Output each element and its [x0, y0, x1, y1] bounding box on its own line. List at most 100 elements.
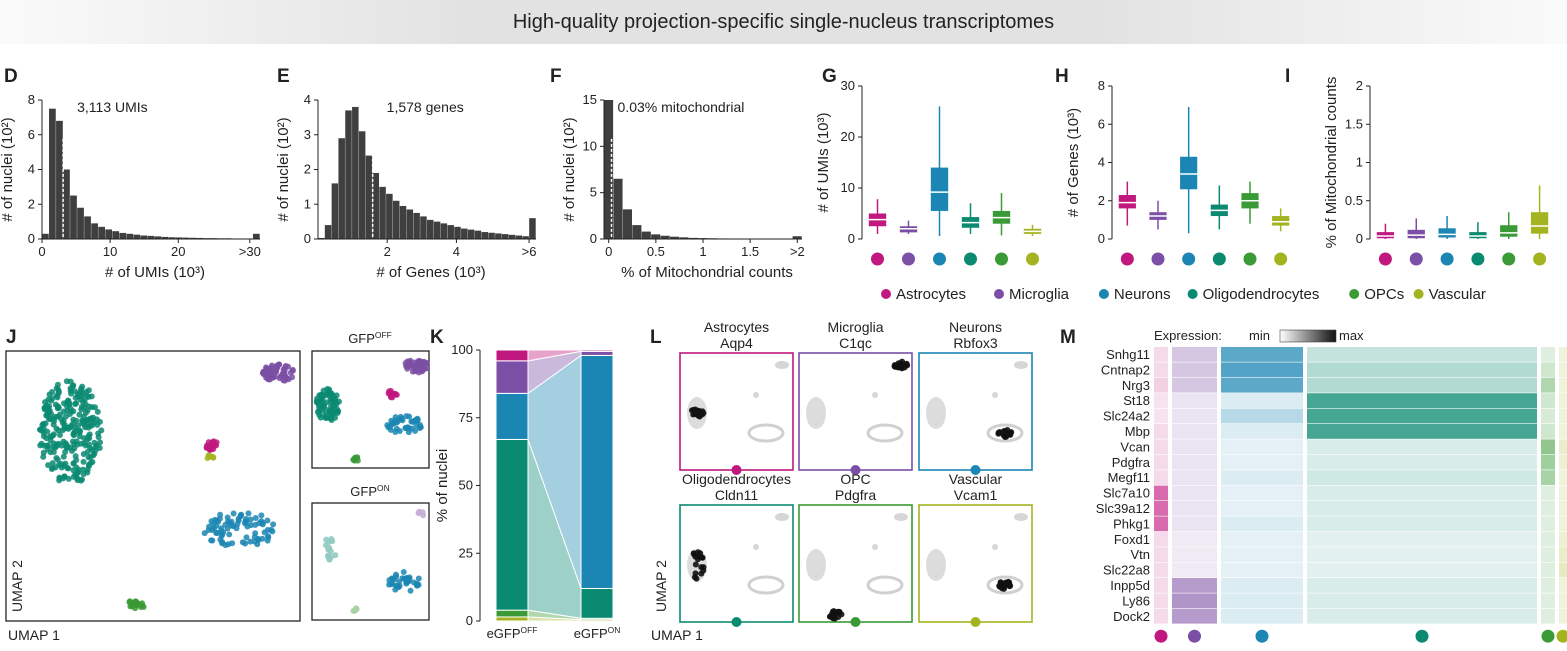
umap-point [226, 531, 233, 538]
stacked-bar-oligodendrocytes [580, 587, 614, 619]
heatmap-gene-label: Slc24a2 [1103, 409, 1150, 424]
box-vascular [1272, 216, 1290, 226]
heatmap-column-dot [1541, 629, 1555, 643]
heatmap-column-dot [1188, 629, 1201, 643]
heatmap-cell [1221, 578, 1303, 593]
hist-bar [182, 237, 190, 239]
hist-bar [792, 236, 802, 239]
heatmap-gene-label: Mbp [1125, 424, 1150, 439]
class-dot-vascular [1533, 252, 1547, 266]
box-vascular [1530, 212, 1549, 234]
hist-bar [105, 229, 113, 239]
umap-point [404, 578, 411, 585]
hist-bar [651, 234, 661, 239]
hist-bar [358, 131, 366, 239]
marker-tile-gene: Aqp4 [720, 335, 753, 351]
umap-silhouette [747, 575, 785, 595]
category-label: eGFPON [574, 625, 621, 641]
heatmap-cell [1307, 608, 1537, 624]
heatmap-cell [1307, 362, 1537, 378]
marker-tile-dot [731, 617, 742, 627]
umap-point [211, 442, 218, 449]
hist-bar [372, 172, 380, 239]
umap-point [206, 445, 213, 452]
heatmap-gene-label: Dock2 [1113, 609, 1150, 624]
heatmap-cell [1154, 608, 1168, 624]
y-tick-label: 1 [304, 196, 311, 211]
hist-bar [622, 209, 632, 239]
umap-point [211, 516, 218, 523]
heatmap-cell [1307, 485, 1537, 501]
hist-bar [481, 232, 489, 239]
legend-dot-neurons [1098, 289, 1109, 299]
marker-y-label: UMAP 2 [653, 560, 669, 612]
legend-dot-opcs [1349, 289, 1360, 299]
hist-bar [454, 226, 461, 239]
umap-point [87, 445, 94, 452]
umap-point [411, 359, 418, 366]
umap-point [85, 454, 92, 461]
x-tick-label: 0.5 [647, 244, 665, 259]
hist-bar [501, 234, 509, 239]
heatmap-cell [1541, 516, 1555, 532]
box-neurons [1438, 228, 1456, 238]
x-tick-label: >30 [239, 244, 261, 259]
heatmap-column-dot [1154, 629, 1168, 643]
y-tick-label: 0 [304, 231, 311, 246]
umap-main [5, 350, 301, 622]
umap-silhouette [775, 513, 789, 521]
heatmap-cell [1541, 362, 1555, 378]
umap-point [277, 373, 284, 380]
heatmap-cell [1172, 424, 1217, 439]
umap-point [65, 397, 72, 404]
umap-point [134, 600, 141, 607]
umap-point [45, 415, 52, 422]
umap-point [40, 449, 47, 456]
umap-point [85, 424, 92, 431]
umap-point [72, 400, 79, 407]
umap-point [69, 438, 76, 445]
umap-silhouette [747, 423, 785, 443]
heatmap-cell [1154, 531, 1168, 547]
umap-point [72, 394, 79, 401]
hist-bar [49, 108, 56, 239]
umap-point [88, 393, 95, 400]
title-banner: High-quality projection-specific single-… [0, 0, 1567, 44]
umap-point [55, 404, 62, 411]
umap-point [57, 431, 64, 438]
heatmap-gene-label: Vcan [1120, 439, 1150, 454]
heatmap-cell [1154, 347, 1168, 362]
umap-point [213, 522, 220, 529]
umap-point [385, 390, 392, 397]
umap-point [419, 509, 426, 516]
heatmap-legend-bar [1279, 329, 1337, 343]
stacked-bar-oligodendrocytes [495, 438, 529, 611]
stacked-bar-astrocytes [495, 349, 529, 362]
heatmap-cell [1172, 439, 1217, 455]
umap-point [71, 445, 78, 452]
umap-point [280, 366, 287, 373]
umap-y-label: UMAP 2 [9, 560, 25, 612]
umap-point [49, 460, 56, 467]
hist-bar [461, 228, 468, 239]
umap-silhouette [806, 397, 826, 429]
umap-silhouette [986, 575, 1024, 595]
legend-dot-oligodendrocytes [1187, 289, 1198, 299]
heatmap-cell [1221, 562, 1303, 578]
umap-point [228, 522, 235, 529]
umap-point [52, 444, 59, 451]
umap-point [78, 440, 85, 447]
umap-point [80, 466, 87, 473]
x-tick-label: 1.5 [741, 244, 759, 259]
class-dot-microglia [1409, 252, 1423, 266]
umap-point [56, 461, 63, 468]
y-axis-label: # of nuclei (10²) [275, 117, 292, 221]
umap-point [396, 582, 403, 589]
umap-point [53, 392, 60, 399]
umap-point [386, 577, 393, 584]
stacked-bar-vascular [495, 616, 529, 622]
hist-bar [84, 216, 91, 239]
panel-letter-D: D [4, 66, 18, 87]
umap-point [415, 364, 422, 371]
